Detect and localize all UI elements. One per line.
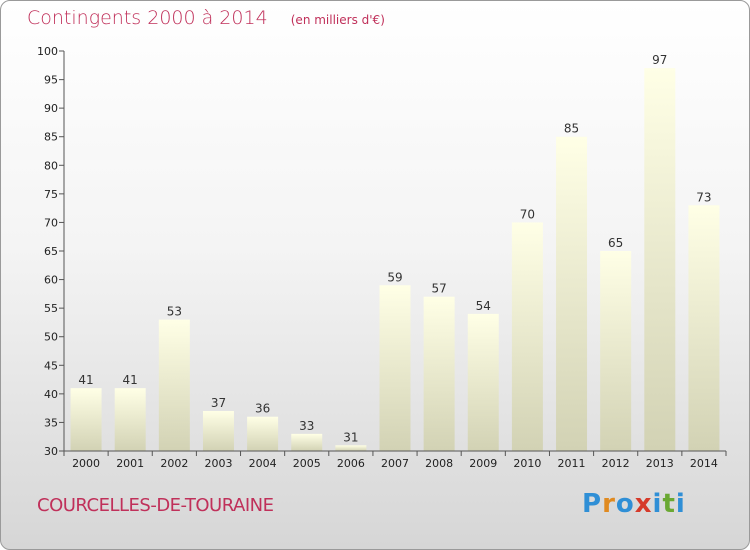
y-tick-label: 65 [44, 245, 58, 258]
y-tick-label: 90 [44, 102, 58, 115]
x-tick-label: 2008 [425, 457, 453, 470]
x-tick-label: 2007 [381, 457, 409, 470]
bar-value-label: 57 [431, 282, 446, 296]
y-tick-label: 85 [44, 131, 58, 144]
bar-value-label: 97 [652, 53, 667, 67]
bar [556, 136, 588, 451]
labels-group: 41 41 53 37 36 33 31 59 57 54 70 85 65 97 73 [78, 53, 711, 444]
bar-value-label: 59 [387, 270, 402, 284]
x-tick-label: 2000 [72, 457, 100, 470]
x-tick-label: 2006 [337, 457, 365, 470]
bar [511, 222, 543, 451]
bar [247, 416, 279, 451]
y-tick-label: 80 [44, 159, 58, 172]
x-tick-label: 2011 [558, 457, 586, 470]
bar [202, 411, 234, 451]
x-tick-label: 2004 [249, 457, 277, 470]
y-tick-label: 100 [37, 45, 58, 58]
x-tick-label: 2013 [646, 457, 674, 470]
bar-value-label: 73 [696, 190, 711, 204]
y-tick-label: 70 [44, 216, 58, 229]
y-tick-label: 35 [44, 416, 58, 429]
y-tick-label: 30 [44, 445, 58, 458]
bar-value-label: 53 [167, 305, 182, 319]
x-tick-label: 2009 [469, 457, 497, 470]
x-tick-label: 2003 [204, 457, 232, 470]
y-tick-label: 40 [44, 388, 58, 401]
bar [600, 251, 632, 451]
bar [379, 285, 411, 451]
y-tick-label: 60 [44, 274, 58, 287]
bar [467, 313, 499, 451]
bar [291, 433, 323, 451]
bar [688, 205, 720, 451]
bar-value-label: 85 [564, 122, 579, 136]
bar [423, 296, 455, 451]
bar [335, 445, 367, 451]
bar-value-label: 41 [123, 373, 138, 387]
bar-value-label: 31 [343, 430, 358, 444]
bar-value-label: 33 [299, 419, 314, 433]
logo-letter: t [662, 489, 676, 519]
bar-value-label: 37 [211, 396, 226, 410]
proxiti-logo: Proxiti [582, 489, 686, 519]
bar-value-label: 36 [255, 402, 270, 416]
x-tick-label: 2012 [602, 457, 630, 470]
chart-subtitle: (en milliers d'€) [290, 13, 385, 27]
logo-letter: i [675, 489, 686, 519]
chart-title: Contingents 2000 à 2014 [27, 7, 268, 29]
logo-letter: x [634, 489, 653, 519]
bar [644, 68, 676, 452]
bar [114, 388, 146, 451]
y-tick-label: 55 [44, 302, 58, 315]
y-tick-label: 75 [44, 188, 58, 201]
x-tick-label: 2002 [160, 457, 188, 470]
x-tick-label: 2001 [116, 457, 144, 470]
y-tick-label: 95 [44, 74, 58, 87]
logo-letter: o [615, 489, 635, 519]
logo-letter: r [602, 489, 616, 519]
bars-group [70, 68, 720, 452]
x-tick-label: 2005 [293, 457, 321, 470]
bar-value-label: 70 [520, 207, 535, 221]
y-tick-label: 50 [44, 331, 58, 344]
logo-letter: i [652, 489, 663, 519]
x-tick-label: 2010 [513, 457, 541, 470]
bar [158, 319, 190, 451]
bar-value-label: 54 [476, 299, 491, 313]
logo-letter: P [582, 489, 603, 519]
y-tick-label: 45 [44, 359, 58, 372]
chart-title-block: Contingents 2000 à 2014 (en milliers d'€… [27, 7, 385, 29]
x-tick-label: 2014 [690, 457, 718, 470]
axes-group: 30 35 40 45 50 55 60 65 70 75 80 85 90 95 100 2000 2001 2… [37, 45, 727, 470]
bar-value-label: 41 [78, 373, 93, 387]
location-name: COURCELLES-DE-TOURAINE [37, 495, 274, 516]
bar [70, 388, 102, 451]
bar-value-label: 65 [608, 236, 623, 250]
